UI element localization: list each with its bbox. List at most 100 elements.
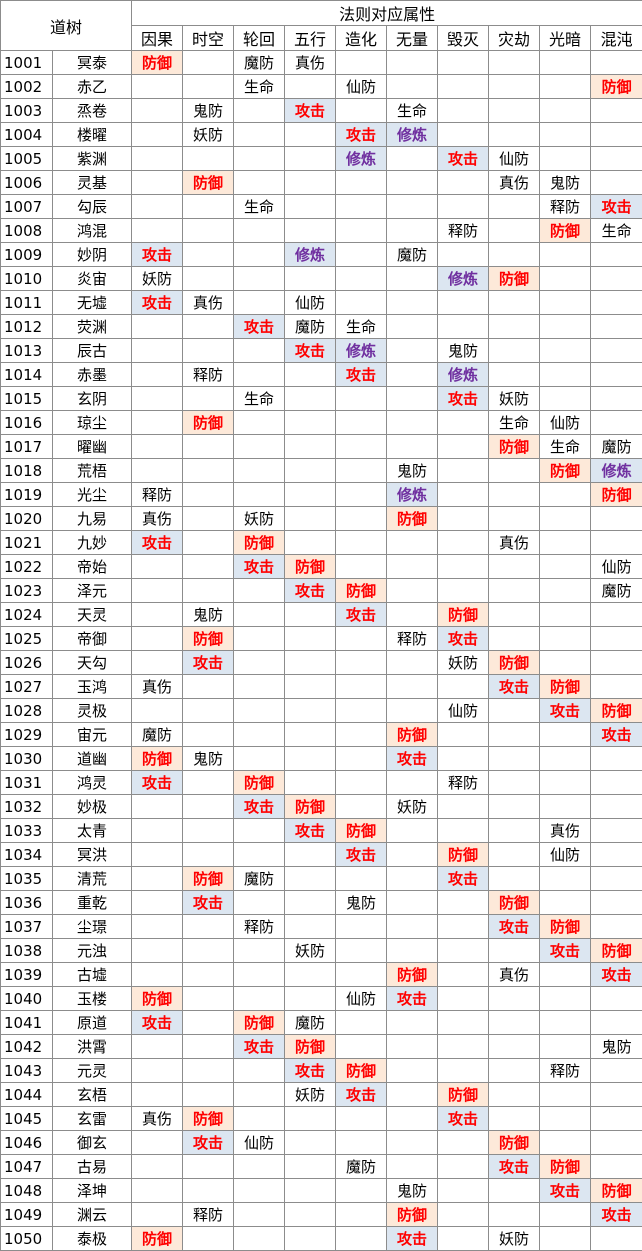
attribute-cell: 防御 bbox=[132, 1227, 183, 1251]
attribute-cell: 防御 bbox=[132, 987, 183, 1011]
attribute-cell bbox=[183, 1011, 234, 1035]
row-id: 1031 bbox=[1, 771, 53, 795]
row-name: 清荒 bbox=[53, 867, 132, 891]
attribute-cell bbox=[234, 891, 285, 915]
attribute-cell bbox=[591, 51, 642, 75]
attribute-cell bbox=[387, 579, 438, 603]
attribute-cell bbox=[336, 195, 387, 219]
attribute-cell bbox=[336, 483, 387, 507]
attribute-cell bbox=[336, 723, 387, 747]
attribute-cell bbox=[540, 363, 591, 387]
attribute-cell: 鬼防 bbox=[540, 171, 591, 195]
attribute-cell bbox=[234, 219, 285, 243]
column-header: 轮回 bbox=[234, 26, 285, 51]
attribute-cell bbox=[489, 1107, 540, 1131]
attribute-cell: 修炼 bbox=[387, 123, 438, 147]
attribute-cell: 妖防 bbox=[489, 387, 540, 411]
row-id: 1029 bbox=[1, 723, 53, 747]
row-name: 天勾 bbox=[53, 651, 132, 675]
attribute-cell bbox=[591, 243, 642, 267]
attribute-cell: 释防 bbox=[438, 771, 489, 795]
attribute-cell bbox=[438, 1035, 489, 1059]
attribute-cell bbox=[234, 1107, 285, 1131]
attribute-cell bbox=[285, 147, 336, 171]
attribute-cell bbox=[489, 867, 540, 891]
attribute-cell bbox=[183, 915, 234, 939]
attribute-cell: 释防 bbox=[132, 483, 183, 507]
attribute-cell: 真伤 bbox=[489, 531, 540, 555]
attribute-cell bbox=[183, 555, 234, 579]
row-id: 1028 bbox=[1, 699, 53, 723]
row-name: 勾辰 bbox=[53, 195, 132, 219]
attribute-cell bbox=[285, 747, 336, 771]
attribute-cell bbox=[183, 483, 234, 507]
attribute-cell bbox=[132, 195, 183, 219]
attribute-cell bbox=[591, 123, 642, 147]
attribute-cell bbox=[591, 147, 642, 171]
attribute-cell: 生命 bbox=[387, 99, 438, 123]
attribute-cell bbox=[489, 99, 540, 123]
attribute-cell: 攻击 bbox=[387, 987, 438, 1011]
attribute-cell: 妖防 bbox=[132, 267, 183, 291]
attribute-cell bbox=[387, 1131, 438, 1155]
column-header: 混沌 bbox=[591, 26, 642, 51]
attribute-cell: 防御 bbox=[336, 819, 387, 843]
attribute-cell bbox=[234, 939, 285, 963]
attribute-cell: 攻击 bbox=[489, 675, 540, 699]
attribute-cell bbox=[540, 1203, 591, 1227]
row-id: 1001 bbox=[1, 51, 53, 75]
attribute-cell: 生命 bbox=[540, 435, 591, 459]
attribute-cell bbox=[336, 1227, 387, 1251]
attribute-cell: 修炼 bbox=[591, 459, 642, 483]
attribute-cell bbox=[591, 867, 642, 891]
row-id: 1027 bbox=[1, 675, 53, 699]
attribute-cell: 攻击 bbox=[132, 1011, 183, 1035]
row-id: 1043 bbox=[1, 1059, 53, 1083]
attribute-cell bbox=[183, 387, 234, 411]
row-name: 洪霄 bbox=[53, 1035, 132, 1059]
attribute-cell bbox=[591, 531, 642, 555]
attribute-cell: 攻击 bbox=[540, 699, 591, 723]
attribute-cell bbox=[285, 483, 336, 507]
row-id: 1016 bbox=[1, 411, 53, 435]
attribute-cell bbox=[234, 627, 285, 651]
attribute-cell bbox=[285, 675, 336, 699]
attribute-cell bbox=[234, 651, 285, 675]
attribute-cell bbox=[387, 531, 438, 555]
attribute-cell bbox=[489, 75, 540, 99]
attribute-cell bbox=[591, 843, 642, 867]
attribute-cell bbox=[336, 1011, 387, 1035]
attribute-cell: 真伤 bbox=[132, 675, 183, 699]
attribute-cell: 防御 bbox=[540, 675, 591, 699]
attribute-group-header: 法则对应属性 bbox=[132, 1, 642, 26]
attribute-cell bbox=[438, 459, 489, 483]
attribute-cell bbox=[234, 243, 285, 267]
attribute-cell: 攻击 bbox=[183, 891, 234, 915]
attribute-cell bbox=[132, 555, 183, 579]
row-id: 1049 bbox=[1, 1203, 53, 1227]
row-id: 1035 bbox=[1, 867, 53, 891]
attribute-cell bbox=[132, 699, 183, 723]
attribute-cell bbox=[591, 1059, 642, 1083]
attribute-cell bbox=[489, 723, 540, 747]
attribute-cell bbox=[540, 99, 591, 123]
attribute-cell bbox=[132, 363, 183, 387]
attribute-cell bbox=[234, 723, 285, 747]
attribute-cell bbox=[132, 315, 183, 339]
attribute-cell bbox=[438, 123, 489, 147]
attribute-cell bbox=[183, 987, 234, 1011]
